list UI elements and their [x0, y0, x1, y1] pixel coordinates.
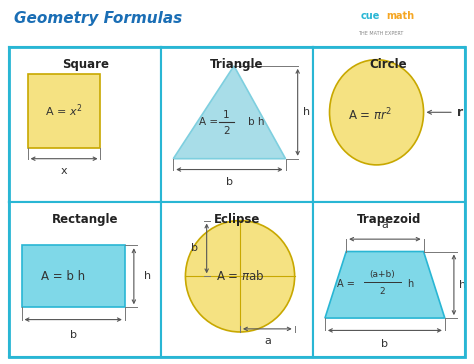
Text: b: b	[191, 244, 198, 253]
Ellipse shape	[329, 60, 424, 165]
Text: A = $\pi$ab: A = $\pi$ab	[216, 269, 264, 283]
Text: h: h	[459, 280, 466, 290]
Text: a: a	[382, 220, 388, 230]
Text: Eclipse: Eclipse	[214, 213, 260, 226]
Text: Rectangle: Rectangle	[52, 213, 118, 226]
Text: b: b	[226, 177, 233, 187]
Text: 2: 2	[223, 126, 230, 136]
Text: Trapezoid: Trapezoid	[356, 213, 421, 226]
Text: Square: Square	[62, 58, 109, 71]
Text: math: math	[386, 11, 414, 21]
Text: h: h	[407, 279, 413, 289]
Text: x: x	[61, 166, 67, 176]
Text: THE MATH EXPERT: THE MATH EXPERT	[358, 31, 403, 36]
Text: h: h	[144, 271, 151, 281]
Text: Triangle: Triangle	[210, 58, 264, 71]
Text: (a+b): (a+b)	[370, 270, 395, 279]
Text: Geometry Formulas: Geometry Formulas	[14, 11, 182, 26]
Text: r: r	[457, 106, 463, 119]
Text: 1: 1	[223, 110, 230, 120]
Text: h: h	[303, 107, 310, 117]
Polygon shape	[173, 66, 285, 159]
Text: cue: cue	[360, 11, 380, 21]
Text: A = b h: A = b h	[40, 270, 85, 283]
Text: A =: A =	[199, 116, 221, 127]
Text: A = $\pi r^2$: A = $\pi r^2$	[348, 107, 392, 124]
Text: b: b	[382, 339, 388, 349]
Bar	[22, 245, 125, 307]
Text: A = $x^2$: A = $x^2$	[46, 102, 82, 119]
Text: Circle: Circle	[370, 58, 408, 71]
Text: 2: 2	[380, 287, 385, 296]
Text: b h: b h	[247, 116, 264, 127]
Text: A =: A =	[337, 279, 358, 289]
Ellipse shape	[185, 221, 295, 332]
Polygon shape	[325, 252, 445, 318]
Text: b: b	[70, 330, 77, 340]
Bar	[27, 74, 100, 148]
Text: a: a	[264, 336, 271, 346]
